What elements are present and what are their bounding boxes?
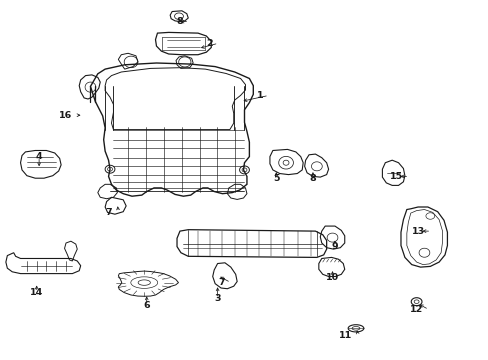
- Text: 15: 15: [389, 172, 403, 181]
- Text: 10: 10: [325, 274, 338, 282]
- Text: 5: 5: [272, 174, 279, 183]
- Text: 11: 11: [338, 331, 351, 340]
- Text: 12: 12: [409, 305, 422, 314]
- Text: 2: 2: [205, 39, 212, 48]
- Text: 1: 1: [256, 91, 263, 100]
- Text: 8: 8: [176, 17, 183, 26]
- Text: 14: 14: [30, 288, 43, 297]
- Text: 8: 8: [309, 174, 316, 183]
- Text: 13: 13: [411, 227, 425, 236]
- Text: 4: 4: [36, 152, 42, 161]
- Text: 16: 16: [59, 111, 72, 120]
- Text: 3: 3: [214, 294, 221, 303]
- Text: 9: 9: [331, 242, 338, 251]
- Text: 6: 6: [143, 302, 150, 310]
- Text: 7: 7: [105, 208, 112, 217]
- Text: 7: 7: [218, 278, 224, 287]
